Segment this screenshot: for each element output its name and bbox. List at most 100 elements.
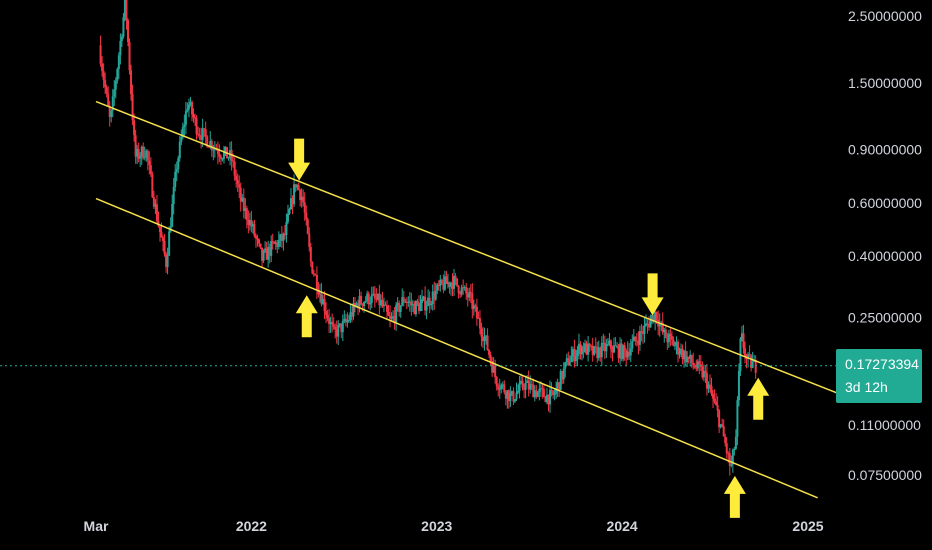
candle-body	[101, 63, 104, 72]
candle-body	[454, 275, 457, 279]
candle-body	[254, 235, 257, 239]
arrows-layer	[288, 138, 770, 518]
candle-body	[261, 247, 264, 261]
candle-body	[198, 134, 201, 136]
candle-body	[523, 387, 526, 390]
candle-body	[510, 391, 513, 394]
candle-body	[145, 150, 148, 158]
candle-body	[740, 333, 743, 339]
candle-body	[751, 361, 754, 368]
candle-body	[449, 282, 452, 287]
candle-body	[456, 278, 459, 286]
candle-body	[460, 287, 463, 295]
candle-body	[641, 332, 644, 334]
candle-body	[242, 197, 245, 211]
candle-body	[209, 141, 212, 148]
candle-body	[280, 234, 283, 241]
channel-line-lower[interactable]	[95, 197, 818, 499]
candle-body	[705, 372, 708, 389]
arrow-down-icon	[288, 138, 311, 181]
candle-body	[416, 301, 419, 304]
candle-body	[469, 291, 472, 294]
channel-layer	[95, 100, 839, 499]
candle-body	[687, 356, 690, 359]
candle-body	[733, 448, 736, 450]
candle-body	[559, 371, 562, 390]
candle-body	[134, 135, 137, 157]
arrow-up-icon	[723, 475, 746, 518]
candle-body	[311, 261, 314, 274]
candle-body	[296, 185, 299, 188]
candle-body	[704, 371, 707, 373]
arrow-down-icon	[641, 273, 664, 316]
candle-body	[122, 17, 125, 37]
candle-body	[128, 41, 131, 71]
candle-body	[676, 341, 679, 355]
candle-body	[389, 315, 392, 319]
candle-body	[276, 242, 279, 247]
candle-body	[328, 318, 331, 324]
candle-body	[195, 118, 198, 135]
candle-body	[721, 424, 724, 427]
candle-body	[631, 341, 634, 349]
candle-body	[204, 129, 207, 137]
candle-body	[318, 293, 321, 295]
candle-body	[291, 198, 294, 205]
candle-body	[232, 160, 235, 162]
candle-body	[492, 365, 495, 373]
candle-body	[503, 384, 506, 393]
candle-body	[593, 346, 596, 355]
candle-body	[707, 384, 710, 389]
candle-body	[541, 388, 544, 390]
candle-body	[184, 111, 187, 125]
candle-body	[571, 349, 574, 357]
candle-body	[485, 335, 488, 337]
candle-body	[197, 134, 200, 136]
candle-body	[611, 349, 614, 353]
candle-body	[576, 350, 579, 356]
candle-body	[253, 224, 256, 236]
candle-body	[337, 325, 340, 337]
candle-body	[143, 157, 146, 159]
candle-body	[126, 20, 129, 42]
candle-body	[584, 343, 587, 352]
candle-body	[535, 390, 538, 397]
candle-body	[245, 208, 248, 220]
candle-body	[737, 370, 740, 401]
candle-body	[206, 136, 209, 147]
candle-body	[488, 349, 491, 355]
candle-body	[623, 345, 626, 351]
candle-body	[326, 314, 329, 319]
candle-body	[695, 367, 698, 369]
candle-body	[579, 343, 582, 355]
candle-body	[440, 279, 443, 284]
candle-body	[305, 212, 308, 220]
x-tick-label: 2022	[236, 518, 267, 534]
candle-body	[556, 382, 559, 389]
candle-body	[352, 303, 355, 317]
candle-body	[119, 41, 122, 56]
candle-countdown-label: 3d 12h	[845, 379, 888, 395]
candle-body	[481, 336, 484, 342]
candle-body	[363, 302, 366, 307]
candle-body	[155, 204, 158, 221]
candle-body	[357, 303, 360, 309]
candle-body	[442, 283, 445, 290]
candle-body	[177, 158, 180, 170]
candle-body	[725, 443, 728, 454]
candle-body	[638, 331, 641, 345]
candle-body	[325, 311, 328, 315]
candle-body	[218, 154, 221, 157]
candle-body	[323, 299, 326, 312]
candle-body	[407, 301, 410, 303]
candle-body	[545, 394, 548, 403]
candle-body	[724, 436, 727, 444]
candle-body	[431, 291, 434, 304]
channel-line-upper[interactable]	[95, 100, 839, 394]
candle-body	[693, 365, 696, 368]
candle-body	[221, 158, 224, 160]
candle-body	[443, 276, 446, 290]
candle-body	[378, 293, 381, 306]
candle-body	[136, 148, 139, 157]
